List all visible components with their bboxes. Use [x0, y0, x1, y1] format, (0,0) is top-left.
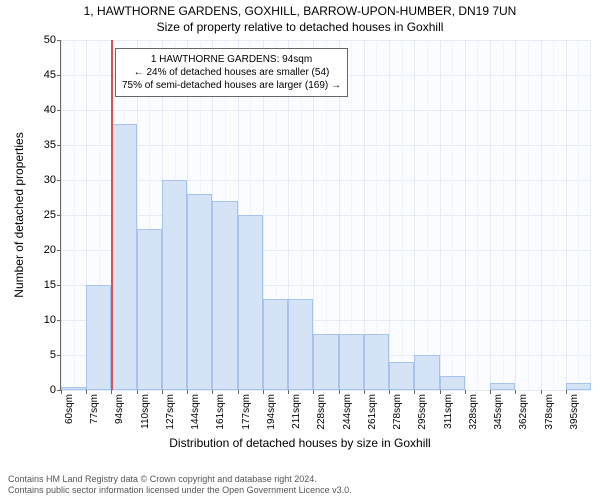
footer-attribution: Contains HM Land Registry data © Crown c… — [8, 474, 352, 496]
histogram-bar — [86, 285, 111, 390]
plot-area: 1 HAWTHORNE GARDENS: 94sqm← 24% of detac… — [60, 40, 591, 391]
histogram-bar — [162, 180, 187, 390]
chart-title-sub: Size of property relative to detached ho… — [0, 20, 600, 34]
histogram-bar — [339, 334, 364, 390]
y-tick-label: 20 — [26, 244, 56, 256]
x-tick-label: 161sqm — [215, 394, 226, 430]
histogram-bar — [288, 299, 313, 390]
x-tick-label: 261sqm — [367, 394, 378, 430]
x-tick-label: 295sqm — [417, 394, 428, 430]
x-tick-label: 328sqm — [468, 394, 479, 430]
histogram-bar — [440, 376, 465, 390]
y-tick-label: 10 — [26, 314, 56, 326]
x-tick-label: 228sqm — [316, 394, 327, 430]
x-tick-label: 127sqm — [165, 394, 176, 430]
x-tick-label: 362sqm — [518, 394, 529, 430]
y-tick-label: 35 — [26, 139, 56, 151]
x-tick-label: 244sqm — [342, 394, 353, 430]
y-tick-label: 45 — [26, 69, 56, 81]
x-tick-label: 77sqm — [89, 394, 100, 424]
x-tick-label: 211sqm — [291, 394, 302, 429]
y-tick-label: 30 — [26, 174, 56, 186]
y-tick-label: 15 — [26, 279, 56, 291]
histogram-bar — [212, 201, 237, 390]
annotation-line: 75% of semi-detached houses are larger (… — [122, 79, 341, 92]
x-tick-label: 345sqm — [493, 394, 504, 430]
histogram-bar — [364, 334, 389, 390]
x-tick-label: 278sqm — [392, 394, 403, 430]
annotation-line: ← 24% of detached houses are smaller (54… — [122, 66, 341, 79]
histogram-bar — [490, 383, 515, 390]
y-tick-label: 50 — [26, 34, 56, 46]
histogram-bar — [566, 383, 591, 390]
x-tick-label: 177sqm — [241, 394, 252, 430]
histogram-bar — [137, 229, 162, 390]
footer-line-1: Contains HM Land Registry data © Crown c… — [8, 474, 352, 485]
histogram-bar — [111, 124, 136, 390]
x-tick-label: 395sqm — [569, 394, 580, 430]
y-tick-label: 0 — [26, 384, 56, 396]
x-tick-label: 144sqm — [190, 394, 201, 430]
subject-marker-line — [111, 40, 113, 390]
x-tick-label: 378sqm — [544, 394, 555, 430]
histogram-bar — [187, 194, 212, 390]
histogram-bar — [414, 355, 439, 390]
histogram-bar — [61, 387, 86, 391]
x-tick-label: 60sqm — [64, 394, 75, 424]
chart-title-main: 1, HAWTHORNE GARDENS, GOXHILL, BARROW-UP… — [0, 4, 600, 18]
annotation-box: 1 HAWTHORNE GARDENS: 94sqm← 24% of detac… — [115, 48, 348, 97]
chart-container: 1, HAWTHORNE GARDENS, GOXHILL, BARROW-UP… — [0, 0, 600, 500]
x-tick-label: 194sqm — [266, 394, 277, 430]
histogram-bar — [238, 215, 263, 390]
y-tick-label: 5 — [26, 349, 56, 361]
footer-line-2: Contains public sector information licen… — [8, 485, 352, 496]
y-tick-label: 25 — [26, 209, 56, 221]
x-axis-label: Distribution of detached houses by size … — [0, 436, 600, 450]
x-tick-label: 311sqm — [443, 394, 454, 429]
histogram-bar — [389, 362, 414, 390]
x-tick-label: 110sqm — [140, 394, 151, 429]
y-tick-label: 40 — [26, 104, 56, 116]
x-tick-label: 94sqm — [114, 394, 125, 424]
histogram-bar — [313, 334, 338, 390]
histogram-bar — [263, 299, 288, 390]
annotation-line: 1 HAWTHORNE GARDENS: 94sqm — [122, 53, 341, 66]
